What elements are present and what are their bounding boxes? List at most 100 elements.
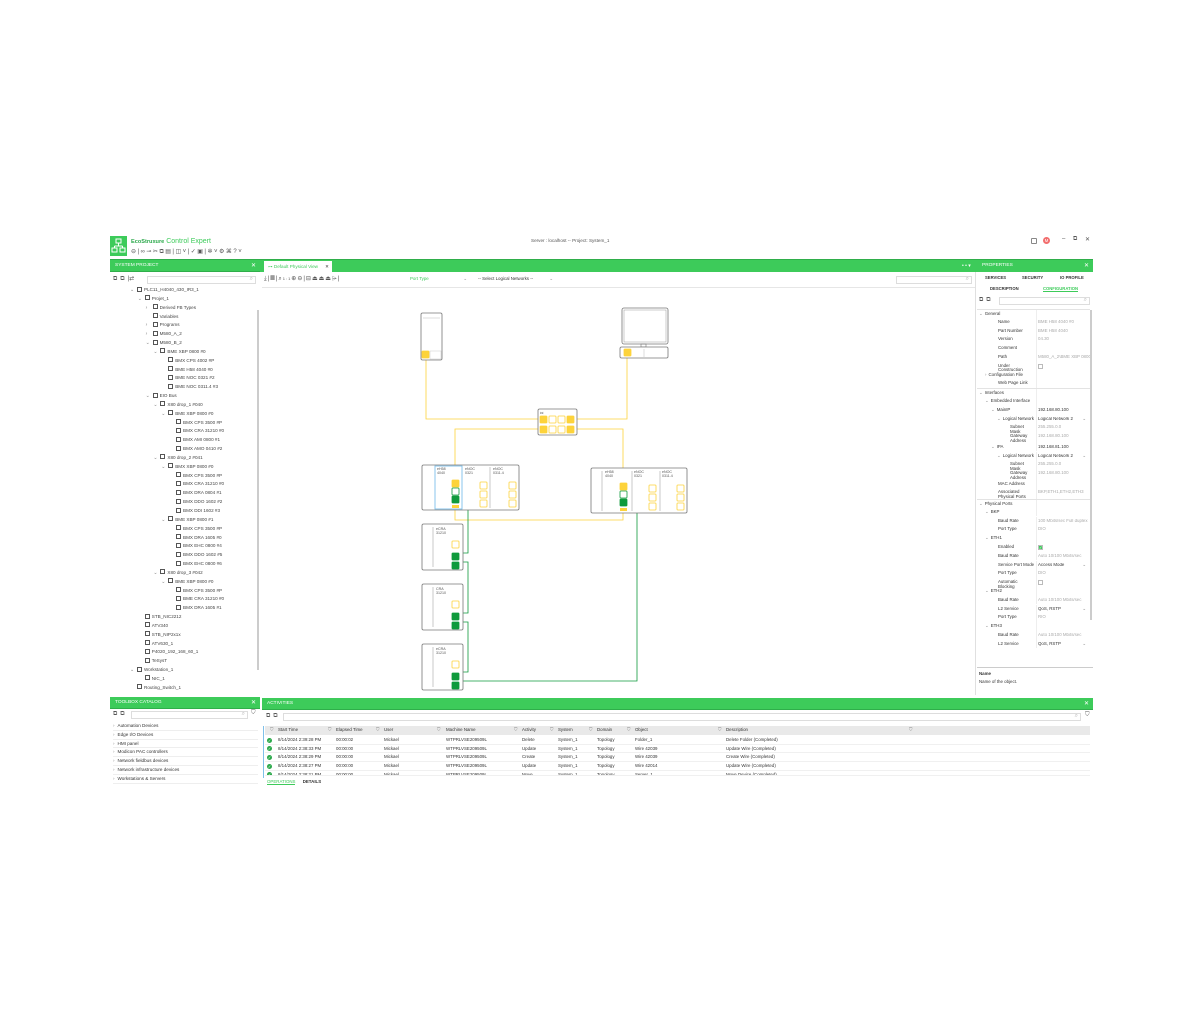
tree-item[interactable]: NIC_1 bbox=[138, 675, 165, 684]
tab-security[interactable]: SECURITY bbox=[1022, 275, 1044, 280]
export-icon[interactable]: ⤓ bbox=[264, 276, 268, 282]
filter-icon[interactable]: ⛉ bbox=[376, 727, 380, 732]
distribute-icon[interactable]: ⩥ bbox=[331, 276, 338, 282]
filter-icon[interactable]: ⛉ bbox=[328, 727, 332, 732]
tree-item[interactable]: BMX EHC 0800 #4 bbox=[169, 542, 222, 551]
tree-item[interactable]: BMX DDI 1602 #3 bbox=[169, 507, 220, 516]
align-right-icon[interactable]: ⏏ bbox=[325, 276, 332, 282]
property-row[interactable]: ⌄ IPA 192.168.81.100 bbox=[977, 442, 1090, 452]
rio-port[interactable] bbox=[451, 495, 460, 504]
tree-item[interactable]: STB_NIC2212 bbox=[138, 613, 181, 622]
ethernet-port[interactable] bbox=[557, 425, 566, 434]
collapse-all-icon[interactable]: ⧉ bbox=[120, 711, 125, 717]
property-row[interactable]: Gateway Address 192.168.80.100 bbox=[977, 469, 1090, 480]
chevron-down-icon[interactable]: ⌄ bbox=[985, 623, 989, 629]
tab-configuration[interactable]: CONFIGURATION bbox=[1043, 286, 1079, 292]
ethernet-port[interactable] bbox=[557, 415, 566, 424]
column-header[interactable]: Elapsed Time bbox=[336, 727, 363, 732]
filter-icon[interactable]: ⛉ bbox=[270, 727, 274, 732]
properties-scrollbar[interactable] bbox=[1090, 310, 1092, 620]
tree-item[interactable]: P4020_192_168_60_1 bbox=[138, 648, 198, 657]
chevron-right-icon[interactable]: › bbox=[145, 322, 148, 329]
toolbox-category[interactable]: › Edge I/O Devices bbox=[113, 731, 258, 740]
property-value[interactable]: 192.168.80.100 bbox=[1038, 408, 1090, 413]
tree-item[interactable]: BMX DRA 1605 #0 bbox=[169, 534, 222, 543]
toolbox-search-input[interactable] bbox=[131, 711, 248, 719]
property-row[interactable]: ⌄ ETH2 bbox=[977, 586, 1090, 596]
tree-item[interactable]: ⌄ Projet_1 bbox=[138, 295, 169, 304]
activities-search-input[interactable] bbox=[283, 713, 1081, 721]
chevron-down-icon[interactable]: ⌄ bbox=[979, 390, 983, 396]
tree-search-input[interactable] bbox=[147, 276, 256, 284]
property-row[interactable]: Baud Rate Auto 10/100 Mbits/sec bbox=[977, 551, 1090, 561]
table-row[interactable]: ✓ 8/14/2024 2:38:33 PM 00:00:00 Mickael WTPR… bbox=[265, 745, 1090, 754]
ethernet-port[interactable] bbox=[451, 660, 460, 669]
tree-item[interactable]: BMX CRA 31210 #0 bbox=[169, 427, 224, 436]
tree-item[interactable]: ATV630_1 bbox=[138, 640, 173, 649]
network-icon[interactable]: ⌘ bbox=[225, 249, 234, 255]
paste-icon[interactable]: ▤ bbox=[165, 249, 173, 255]
chevron-down-icon[interactable]: ⌄ bbox=[153, 454, 158, 461]
tree-item[interactable]: ⌄ BME XBP 0800 #0 bbox=[161, 578, 213, 587]
property-row[interactable]: Automatic Blocking bbox=[977, 578, 1090, 588]
port-type-select[interactable]: Port Type ⌄ bbox=[410, 276, 467, 281]
ethernet-port[interactable] bbox=[451, 479, 460, 488]
chevron-down-icon[interactable]: ⌄ bbox=[153, 569, 158, 576]
property-value[interactable]: QoS, RSTP ⌄ bbox=[1038, 607, 1090, 612]
expand-all-icon[interactable]: ⧉ bbox=[266, 713, 271, 719]
chevron-down-icon[interactable]: ⌄ bbox=[161, 578, 166, 585]
print-icon[interactable]: ⊖ bbox=[131, 249, 138, 255]
sync-icon[interactable]: ⇄ bbox=[129, 276, 135, 282]
tree-item[interactable]: BMX CPS 3500 #P bbox=[169, 472, 222, 481]
tree-item[interactable]: BME CRA 31210 #0 bbox=[169, 595, 224, 604]
property-row[interactable]: Name BME H58 4040 #0 bbox=[977, 317, 1090, 327]
ethernet-port[interactable] bbox=[648, 484, 657, 493]
rio-port[interactable] bbox=[451, 681, 460, 690]
chevron-down-icon[interactable]: ⌄ bbox=[991, 406, 995, 412]
tree-item[interactable]: BMX AMO 0410 #2 bbox=[169, 445, 222, 454]
tree-item[interactable]: ⌄ X80 drop_1 #040 bbox=[153, 401, 203, 410]
close-activities-icon[interactable]: ✕ bbox=[1083, 701, 1089, 707]
property-row[interactable]: Version 04.30 bbox=[977, 335, 1090, 345]
unlink-icon[interactable]: ⊸ bbox=[146, 249, 153, 255]
tree-item[interactable]: Routing_Switch_1 bbox=[130, 684, 181, 693]
restore-button[interactable]: ⧉ bbox=[1073, 236, 1078, 242]
property-row[interactable]: Port Type DIO bbox=[977, 525, 1090, 535]
tree-item[interactable]: BME NOC 0311.4 #3 bbox=[161, 383, 218, 392]
server-device[interactable] bbox=[420, 312, 443, 361]
tree-item[interactable]: BMX CPS 4002 #P bbox=[161, 357, 214, 366]
tree-item[interactable]: STB_NIP2x1x bbox=[138, 631, 181, 640]
toolbox-category[interactable]: › Workstations & Servers bbox=[113, 775, 258, 784]
ethernet-port[interactable] bbox=[676, 493, 685, 502]
tree-item[interactable]: BMX CPS 3500 #P bbox=[169, 419, 222, 428]
align-left-icon[interactable]: ⏏ bbox=[318, 276, 326, 282]
tree-item[interactable]: Variables bbox=[146, 313, 178, 322]
rio-port[interactable] bbox=[451, 487, 460, 496]
chevron-down-icon[interactable]: ⌄ bbox=[145, 340, 150, 347]
property-row[interactable]: ⌄ General bbox=[977, 309, 1090, 318]
tree-item[interactable]: BMX AMI 0800 #1 bbox=[169, 436, 220, 445]
property-row[interactable]: ›Configuration FileAttach bbox=[977, 370, 1090, 380]
ethernet-port[interactable] bbox=[566, 425, 575, 434]
zoom-in-icon[interactable]: ⊕ bbox=[291, 276, 298, 282]
property-value[interactable] bbox=[1038, 580, 1090, 587]
tree-item[interactable]: ⌄ EIO Bus bbox=[146, 392, 177, 401]
zoom-reset-button[interactable]: 1:1 bbox=[282, 276, 292, 281]
layout-icon[interactable]: ⊟ bbox=[305, 276, 312, 282]
ethernet-port[interactable] bbox=[648, 502, 657, 511]
filter-icon[interactable]: ⛉ bbox=[589, 727, 593, 732]
chevron-down-icon[interactable]: ⌄ bbox=[1082, 562, 1086, 567]
minimize-button[interactable]: – bbox=[1062, 236, 1066, 242]
rio-port[interactable] bbox=[451, 561, 460, 570]
table-row[interactable]: ✓ 8/14/2024 2:38:27 PM 00:00:00 Mickael WTPR… bbox=[265, 762, 1090, 771]
checkbox-checked[interactable]: ✓ bbox=[1038, 544, 1043, 550]
chevron-down-icon[interactable]: ⌄ bbox=[161, 516, 166, 523]
chevron-down-icon[interactable]: ⌄ bbox=[979, 311, 983, 316]
chevron-right-icon[interactable]: › bbox=[145, 331, 148, 338]
ethernet-port[interactable] bbox=[548, 425, 557, 434]
chevron-down-icon[interactable]: ⌄ bbox=[1082, 416, 1086, 421]
chevron-down-icon[interactable]: ⌄ bbox=[130, 667, 135, 674]
rio-port[interactable] bbox=[451, 612, 460, 621]
property-row[interactable]: Port Type RIO bbox=[977, 613, 1090, 623]
